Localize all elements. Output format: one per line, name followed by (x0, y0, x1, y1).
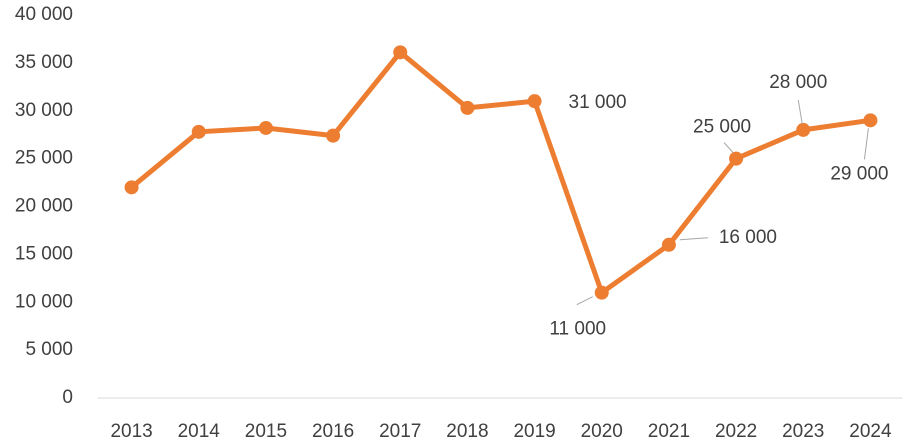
data-label: 29 000 (830, 163, 888, 184)
point (326, 128, 341, 143)
x-tick-label: 2020 (581, 421, 623, 442)
point (393, 45, 408, 60)
x-tick-label: 2023 (782, 421, 824, 442)
x-tick-label: 2016 (312, 421, 354, 442)
point (191, 124, 206, 139)
x-tick-label: 2021 (648, 421, 690, 442)
x-tick-label: 2018 (446, 421, 488, 442)
y-tick-label: 0 (62, 387, 73, 408)
leader-line (797, 99, 803, 124)
data-label: 16 000 (719, 227, 777, 248)
y-tick-label: 20 000 (15, 196, 73, 217)
y-tick-label: 30 000 (15, 100, 73, 121)
leader-line (679, 237, 708, 241)
point (594, 285, 609, 300)
point (863, 113, 878, 128)
leader-line (863, 128, 869, 160)
y-tick-label: 35 000 (15, 52, 73, 73)
data-label: 31 000 (569, 92, 627, 113)
point (527, 94, 542, 109)
x-tick-label: 2015 (245, 421, 287, 442)
point (258, 120, 273, 135)
data-label: 25 000 (693, 117, 751, 138)
y-tick-label: 15 000 (15, 243, 73, 264)
x-tick-label: 2013 (110, 421, 152, 442)
point (661, 237, 676, 252)
x-tick-label: 2019 (513, 421, 555, 442)
data-label: 11 000 (549, 319, 606, 340)
y-tick-label: 10 000 (15, 291, 73, 312)
leader-line (576, 296, 593, 306)
point (729, 151, 744, 166)
x-tick-label: 2014 (178, 421, 221, 442)
y-tick-label: 40 000 (15, 4, 73, 25)
y-tick-label: 5 000 (25, 339, 73, 360)
point (124, 180, 139, 195)
x-tick-label: 2017 (379, 421, 421, 442)
y-tick-label: 25 000 (15, 148, 73, 169)
x-tick-label: 2022 (715, 421, 757, 442)
point (796, 122, 811, 137)
line (129, 49, 871, 296)
data-label: 28 000 (769, 72, 827, 93)
point (460, 100, 475, 115)
x-tick-label: 2024 (849, 421, 892, 442)
leader-line (723, 142, 734, 153)
